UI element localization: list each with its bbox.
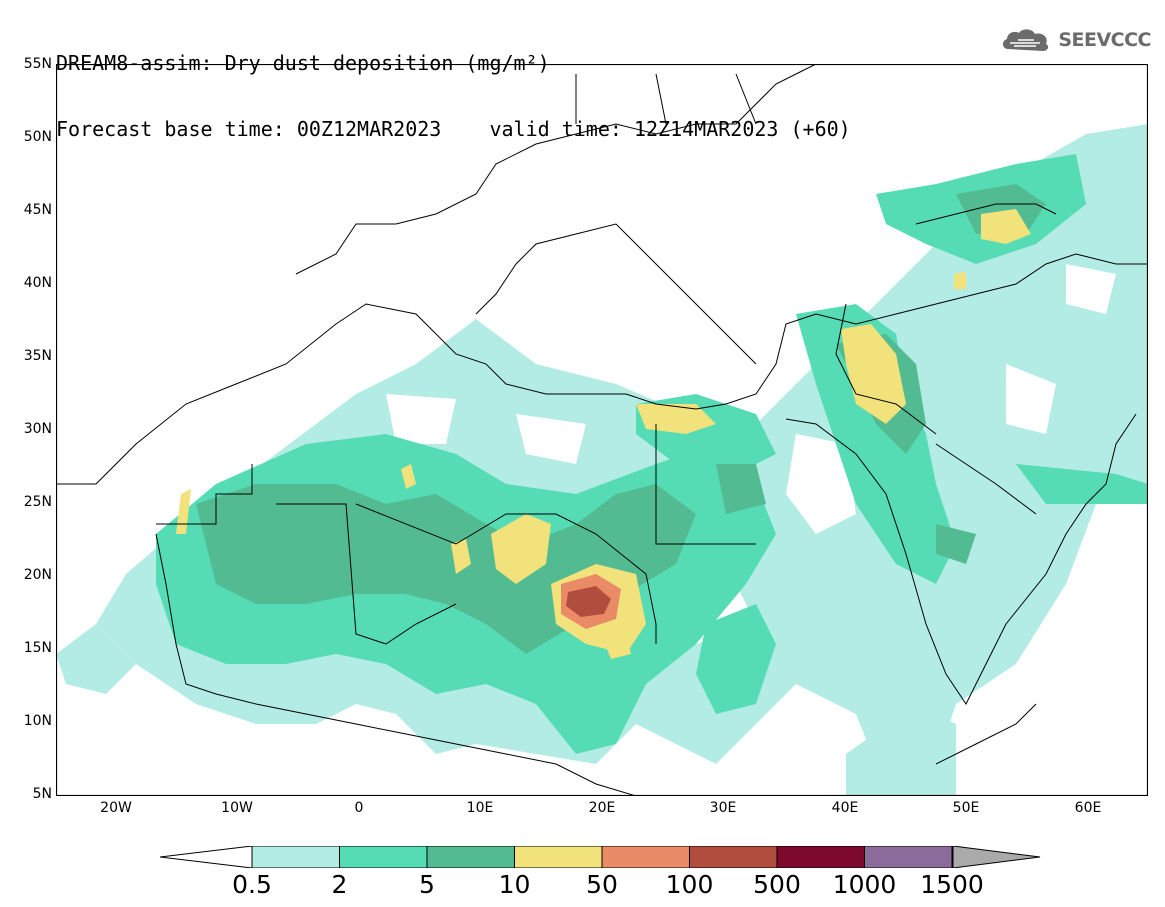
map-frame xyxy=(56,64,1148,796)
coastlines-and-borders xyxy=(56,64,1148,796)
lat-label: 15N xyxy=(23,640,52,656)
lon-label: 60E xyxy=(1074,800,1102,816)
legend-swatch xyxy=(339,846,428,868)
legend-swatch xyxy=(514,846,603,868)
logo-text: SEEVCCC xyxy=(1058,29,1151,51)
lat-label: 40N xyxy=(23,275,52,291)
legend-over-triangle xyxy=(952,846,1041,868)
legend-label: 2 xyxy=(331,870,348,899)
legend-label: 5 xyxy=(419,870,435,899)
legend-label: 1500 xyxy=(920,870,984,899)
legend-label: 50 xyxy=(586,870,618,899)
lat-label: 20N xyxy=(23,567,52,583)
chart-title: DREAM8-assim: Dry dust deposition (mg/m²… xyxy=(56,8,851,162)
legend-under-triangle xyxy=(160,846,253,868)
lon-label: 40E xyxy=(831,800,859,816)
lon-label: 30E xyxy=(709,800,737,816)
legend-swatch xyxy=(426,846,515,868)
cloud-logo-icon xyxy=(1003,29,1049,51)
map-border xyxy=(56,64,1148,796)
legend-swatch xyxy=(864,846,953,868)
color-legend xyxy=(160,846,1041,868)
lat-label: 30N xyxy=(23,421,52,437)
lon-label: 50E xyxy=(952,800,980,816)
legend-label: 10 xyxy=(498,870,531,899)
legend-label: 1000 xyxy=(832,870,897,899)
contour-100-500 xyxy=(566,586,611,617)
dust-deposition-map xyxy=(56,64,1148,796)
lon-label: 10W xyxy=(221,800,253,816)
title-line-1: DREAM8-assim: Dry dust deposition (mg/m²… xyxy=(56,51,550,75)
legend-label: 0.5 xyxy=(232,870,272,899)
legend-label: 500 xyxy=(753,870,801,899)
lat-label: 25N xyxy=(23,494,52,510)
legend-label: 100 xyxy=(665,870,714,899)
lat-label: 5N xyxy=(32,786,52,802)
title-line-2: Forecast base time: 00Z12MAR2023 valid t… xyxy=(56,117,851,141)
legend-swatch xyxy=(601,846,690,868)
legend-swatch xyxy=(776,846,865,868)
lon-label: 20W xyxy=(100,800,132,816)
seevccc-logo: SEEVCCC xyxy=(1000,26,1151,54)
legend-swatch xyxy=(251,846,340,868)
lat-label: 10N xyxy=(23,713,52,729)
legend-swatch xyxy=(689,846,778,868)
lon-label: 20E xyxy=(588,800,616,816)
lat-label: 55N xyxy=(23,56,52,72)
lon-label: 10E xyxy=(466,800,494,816)
lat-label: 35N xyxy=(23,348,52,364)
lat-label: 50N xyxy=(23,129,52,145)
lon-label: 0 xyxy=(354,800,364,816)
lat-label: 45N xyxy=(23,202,52,218)
